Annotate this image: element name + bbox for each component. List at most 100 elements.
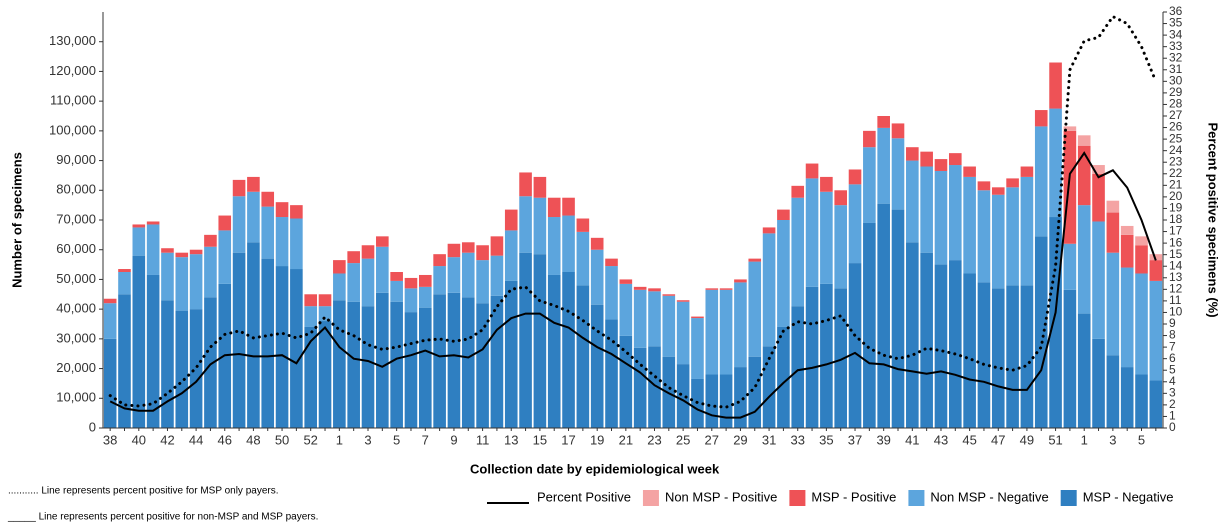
- bar-segment: [519, 252, 532, 428]
- bar-segment: [891, 209, 905, 428]
- bar-segment: [333, 273, 346, 301]
- bar-segment: [934, 170, 948, 265]
- bar-segment: [447, 292, 461, 428]
- bar-segment: [1034, 126, 1048, 237]
- bar-segment: [1135, 245, 1148, 274]
- bar-segment: [662, 294, 676, 296]
- y2-tick-label: 5: [1169, 362, 1176, 376]
- bar-segment: [519, 172, 532, 197]
- x-tick-label: 35: [819, 432, 833, 447]
- x-tick-label: 33: [790, 432, 804, 447]
- bar-segment: [576, 285, 590, 428]
- bar-segment: [562, 272, 575, 428]
- bar-segment: [1063, 289, 1077, 428]
- bar-segment: [418, 274, 432, 287]
- x-tick-label: 13: [504, 432, 518, 447]
- bar-segment: [304, 326, 318, 428]
- bar-segment: [347, 263, 360, 302]
- y2-tick-label: 35: [1169, 16, 1183, 30]
- bar-segment: [161, 300, 174, 428]
- bar-segment: [977, 181, 991, 191]
- bar-segment: [691, 318, 704, 379]
- y2-tick-label: 17: [1169, 224, 1183, 238]
- bar-segment: [361, 245, 375, 259]
- bar-segment: [648, 346, 661, 428]
- bar-segment: [1006, 285, 1019, 428]
- bar-segment: [547, 274, 561, 428]
- bar-segment: [1120, 367, 1134, 428]
- bar-segment: [533, 176, 547, 198]
- bar-segment: [590, 249, 604, 305]
- bar-segment: [633, 289, 647, 348]
- y2-tick-label: 29: [1169, 85, 1183, 99]
- y2-tick-label: 11: [1169, 293, 1182, 307]
- bar-segment: [1034, 110, 1048, 127]
- y2-tick-label: 27: [1169, 108, 1183, 122]
- bar-segment: [948, 165, 962, 261]
- legend-swatch: [789, 490, 806, 506]
- bar-segment: [848, 169, 862, 185]
- bar-segment: [103, 298, 117, 304]
- bar-segment: [318, 321, 332, 428]
- bar-segment: [476, 260, 489, 304]
- x-tick-label: 23: [647, 432, 661, 447]
- y2-axis-label: Percent positive specimens (%): [1206, 122, 1221, 317]
- y2-tick-label: 15: [1169, 247, 1183, 261]
- bar-segment: [304, 294, 318, 307]
- bar-segment: [977, 190, 991, 283]
- legend-swatch: [1060, 490, 1077, 506]
- y-tick-label: 20,000: [56, 360, 96, 375]
- bar-segment: [576, 231, 590, 286]
- bar-segment: [103, 303, 117, 339]
- bar-segment: [547, 197, 561, 218]
- bar-segment: [476, 303, 489, 428]
- bar-segment: [132, 227, 146, 256]
- x-tick-label: 49: [1020, 432, 1034, 447]
- bar-segment: [118, 272, 131, 295]
- bar-segment: [991, 187, 1005, 195]
- bar-segment: [562, 197, 575, 216]
- bar-segment: [719, 374, 733, 428]
- y-tick-label: 70,000: [56, 211, 96, 226]
- bar-segment: [576, 218, 590, 232]
- y-tick-label: 60,000: [56, 241, 96, 256]
- bar-segment: [476, 245, 489, 261]
- bar-segment: [132, 255, 146, 428]
- bar-segment: [418, 286, 432, 308]
- y-tick-label: 50,000: [56, 271, 96, 286]
- bar-segment: [390, 272, 403, 281]
- x-tick-label: 1: [1081, 432, 1088, 447]
- x-tick-label: 5: [1138, 432, 1145, 447]
- bar-segment: [619, 279, 633, 284]
- bar-segment: [834, 205, 848, 289]
- bar-segment: [691, 316, 704, 319]
- bar-segment: [275, 202, 289, 218]
- bar-segment: [547, 217, 561, 275]
- bar-segment: [748, 258, 762, 262]
- x-tick-label: 27: [705, 432, 719, 447]
- bar-segment: [906, 147, 919, 161]
- bar-segment: [963, 273, 976, 428]
- bar-segment: [275, 266, 289, 428]
- y2-tick-label: 1: [1169, 409, 1176, 423]
- y2-tick-label: 0: [1169, 420, 1176, 434]
- bar-segment: [1149, 380, 1163, 428]
- legend-label: MSP - Negative: [1083, 489, 1174, 504]
- bar-segment: [748, 261, 762, 357]
- bar-segment: [1049, 217, 1062, 428]
- y-tick-label: 110,000: [50, 93, 96, 108]
- y2-tick-label: 26: [1169, 120, 1183, 134]
- y-tick-label: 130,000: [49, 33, 96, 48]
- y2-tick-label: 7: [1169, 339, 1176, 353]
- y2-tick-label: 23: [1169, 154, 1183, 168]
- bar-segment: [175, 252, 189, 258]
- y2-tick-label: 2: [1169, 397, 1176, 411]
- bar-segment: [318, 306, 332, 322]
- bar-segment: [189, 249, 203, 255]
- y2-tick-label: 3: [1169, 386, 1176, 400]
- bar-segment: [605, 319, 618, 428]
- y2-tick-label: 36: [1169, 4, 1183, 18]
- bar-segment: [390, 301, 403, 428]
- bar-segment: [676, 364, 690, 428]
